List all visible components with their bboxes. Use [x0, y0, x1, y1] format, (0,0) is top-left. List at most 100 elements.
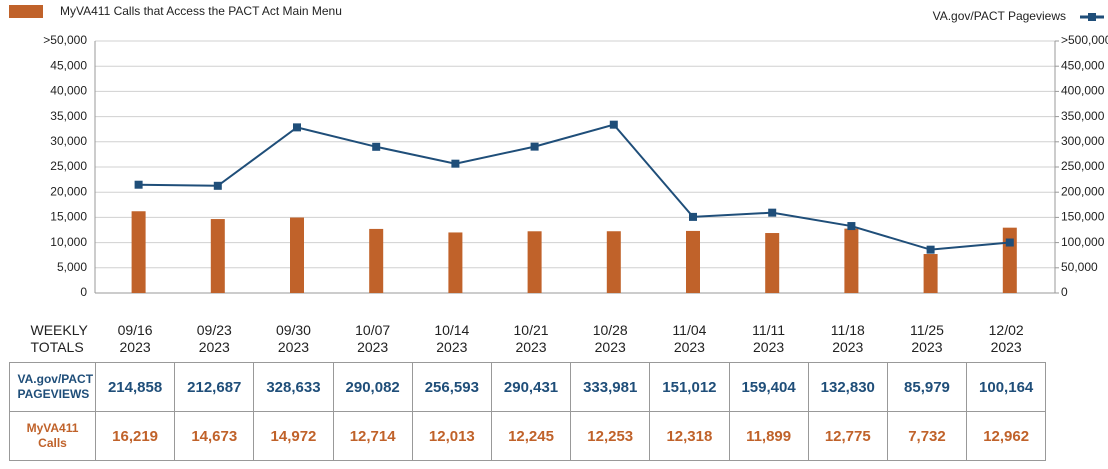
x-category-cell: 11/11 2023	[729, 316, 808, 363]
line-marker	[1005, 238, 1014, 247]
value-cell: 85,979	[886, 362, 968, 412]
bar	[844, 228, 859, 293]
x-category-cell: 09/16 2023	[96, 316, 175, 363]
value-cell: 290,431	[490, 362, 572, 412]
y-tick-label: 25,000	[50, 159, 87, 173]
x-category-cell: 11/25 2023	[887, 316, 966, 363]
bar	[1002, 227, 1017, 293]
x-tick-label: 12/02 2023	[988, 322, 1024, 355]
x-category-cell: 10/21 2023	[491, 316, 570, 363]
bar	[210, 219, 225, 293]
y2-tick-label: 200,000	[1061, 184, 1105, 198]
y-tick-label: 20,000	[50, 184, 87, 198]
row-header: VA.gov/PACT PAGEVIEWS	[9, 362, 96, 412]
value-cell: 11,899	[728, 411, 809, 461]
x-tick-label: 10/28 2023	[592, 322, 628, 355]
legend-swatch-marker	[1088, 13, 1096, 21]
x-category-cell: 10/07 2023	[333, 316, 412, 363]
line-marker	[689, 212, 697, 221]
x-tick-label: 11/04 2023	[672, 322, 707, 355]
y2-tick-label: 450,000	[1061, 58, 1105, 72]
row-label: MyVA411 Calls	[26, 421, 79, 450]
x-category-cell: 10/14 2023	[412, 316, 491, 363]
x-tick-label: 09/30 2023	[275, 322, 311, 355]
legend-label: VA.gov/PACT Pageviews	[933, 9, 1066, 23]
value-cell: 159,404	[728, 362, 809, 412]
bar	[765, 233, 780, 293]
y-tick-label: 5,000	[57, 260, 87, 274]
y-tick-label: >50,000	[43, 33, 87, 47]
y-tick-label: 10,000	[50, 235, 87, 249]
x-tick-label: 11/11 2023	[752, 322, 786, 355]
bar	[527, 231, 542, 293]
bar	[369, 228, 384, 293]
line-marker	[530, 142, 539, 151]
x-category-cell: 11/18 2023	[808, 316, 887, 363]
x-category-cell: 12/02 2023	[967, 316, 1046, 363]
value-cell: 151,012	[649, 362, 730, 412]
row-label: VA.gov/PACT PAGEVIEWS	[17, 372, 94, 401]
legend-swatch-bar	[9, 5, 43, 18]
y2-tick-label: 150,000	[1061, 210, 1105, 224]
y2-tick-label: 350,000	[1061, 109, 1105, 123]
value-cell: 132,830	[807, 362, 888, 412]
bar	[448, 232, 463, 293]
y-tick-label: 45,000	[50, 58, 87, 72]
line-marker	[451, 159, 460, 168]
y-tick-label: 35,000	[50, 109, 87, 123]
y-tick-label: 0	[80, 285, 87, 299]
y2-tick-label: >500,000	[1061, 33, 1108, 47]
x-tick-label: 09/16 2023	[117, 322, 153, 355]
value-cell: 14,972	[253, 411, 334, 461]
x-category-cell: 10/28 2023	[571, 316, 650, 363]
value-cell: 333,981	[570, 362, 651, 412]
value-cell: 212,687	[174, 362, 255, 412]
y2-tick-label: 0	[1061, 285, 1068, 299]
legend-label: MyVA411 Calls that Access the PACT Act M…	[60, 4, 342, 18]
value-cell: 16,219	[94, 411, 176, 461]
bar	[606, 231, 621, 293]
x-category-cell: 09/23 2023	[175, 316, 254, 363]
y-tick-label: 40,000	[50, 84, 87, 98]
value-cell: 12,775	[807, 411, 888, 461]
bar	[290, 217, 304, 293]
value-cell: 12,962	[966, 411, 1047, 461]
value-cell: 214,858	[94, 362, 176, 412]
x-tick-label: 09/23 2023	[196, 322, 232, 355]
x-category-cell: 11/04 2023	[650, 316, 729, 363]
x-category-cell: 09/30 2023	[254, 316, 333, 363]
chart: MyVA411 Calls that Access the PACT Act M…	[9, 4, 1108, 299]
y2-tick-label: 50,000	[1061, 260, 1098, 274]
value-cell: 12,013	[411, 411, 492, 461]
value-cell: 14,673	[174, 411, 255, 461]
line-marker	[609, 120, 618, 129]
y-tick-label: 30,000	[50, 134, 87, 148]
bar	[131, 211, 146, 293]
x-tick-label: 10/14 2023	[434, 322, 470, 355]
value-cell: 12,245	[490, 411, 572, 461]
x-tick-label: 11/18 2023	[830, 322, 865, 355]
bar	[923, 254, 938, 293]
line-marker	[134, 180, 143, 189]
totals-table: WEEKLY TOTALS 09/16 2023 09/23 2023 09/30 2…	[9, 316, 1047, 461]
corner-label: WEEKLY TOTALS	[30, 322, 88, 355]
line-marker	[372, 142, 381, 151]
value-cell: 12,714	[332, 411, 413, 461]
y-tick-label: 15,000	[50, 210, 87, 224]
bar	[686, 230, 700, 293]
line-marker	[768, 208, 777, 217]
line	[138, 123, 1010, 251]
x-tick-label: 10/07 2023	[355, 322, 391, 355]
y2-tick-label: 300,000	[1061, 134, 1105, 148]
line-marker	[847, 222, 856, 231]
value-cell: 12,318	[649, 411, 730, 461]
value-cell: 12,253	[570, 411, 651, 461]
y2-tick-label: 100,000	[1061, 235, 1105, 249]
value-cell: 290,082	[332, 362, 413, 412]
value-cell: 256,593	[411, 362, 492, 412]
line-marker	[293, 123, 301, 132]
y2-tick-label: 250,000	[1061, 159, 1105, 173]
table-corner: WEEKLY TOTALS	[10, 316, 96, 363]
x-tick-label: 10/21 2023	[513, 322, 549, 355]
